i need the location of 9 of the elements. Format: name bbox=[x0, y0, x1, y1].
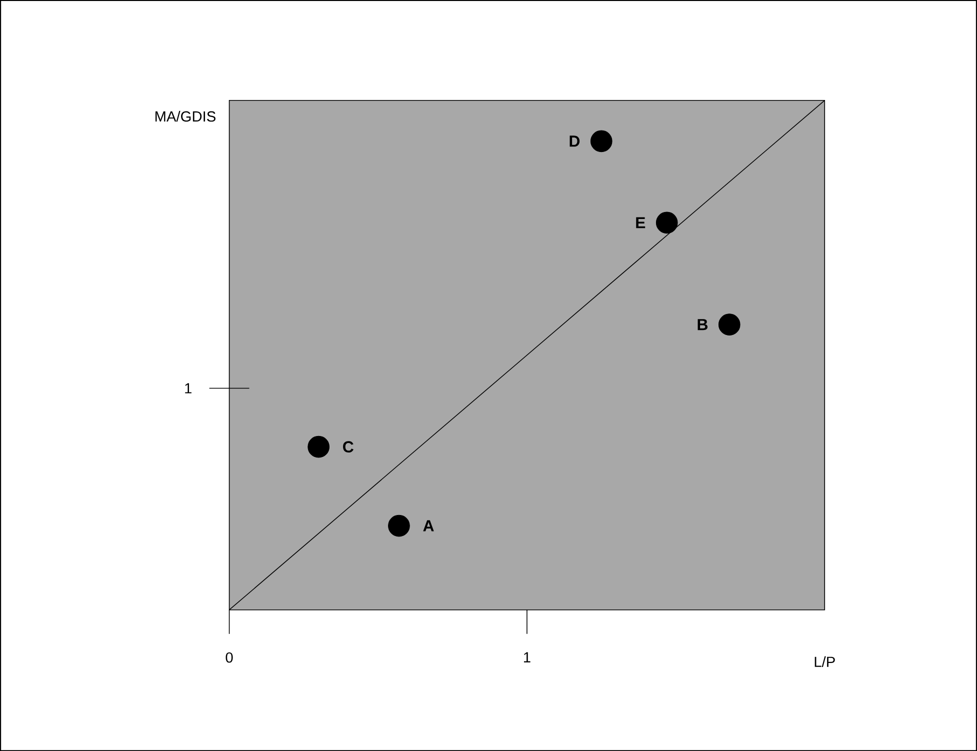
annotation: E bbox=[636, 217, 646, 228]
text: 1 bbox=[185, 383, 192, 394]
annotation: B bbox=[698, 318, 708, 330]
annotation: A bbox=[423, 520, 434, 532]
annotation: C bbox=[343, 441, 354, 452]
x-tick-label: 0 bbox=[226, 652, 233, 663]
annotation: D bbox=[570, 136, 580, 147]
y-axis-title: MA/GDIS bbox=[155, 110, 216, 122]
x-axis-title: L/P bbox=[814, 656, 835, 667]
